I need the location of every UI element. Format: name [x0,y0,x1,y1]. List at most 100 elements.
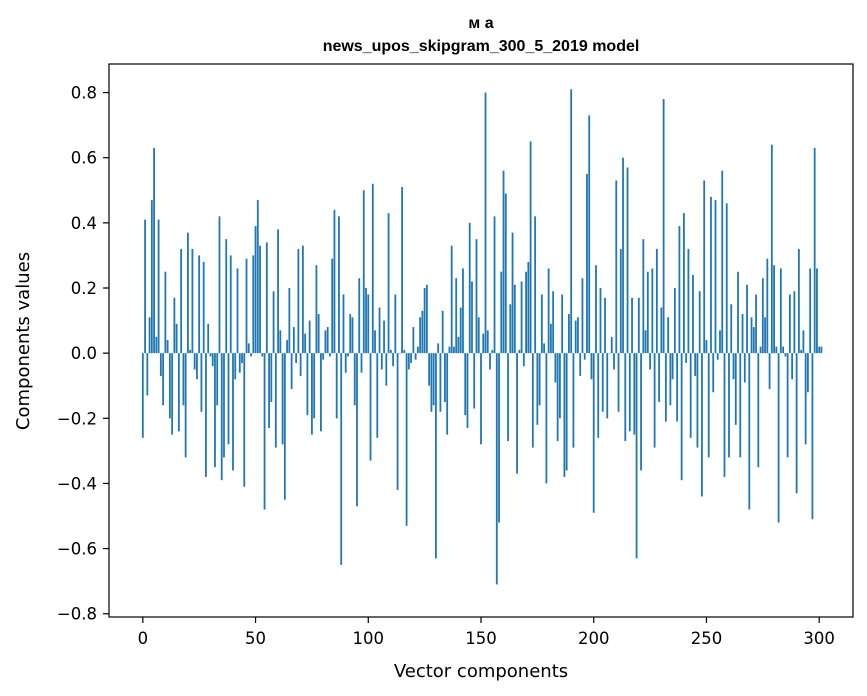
y-tick-label: −0.6 [57,540,97,559]
bar-component-195 [581,278,584,354]
bar-component-268 [746,284,748,354]
bar-component-192 [574,320,577,354]
bar-component-290 [795,353,798,494]
y-tick-label: 0.4 [71,214,97,233]
bar-component-140 [457,336,460,354]
bar-component-106 [380,353,383,370]
bar-component-296 [809,268,812,354]
bar-component-116 [403,349,406,354]
bar-component-94 [353,353,356,406]
y-axis-ticks: 0.8 0.6 0.4 0.2 0.0 −0.2 −0.4 −0.6 −0.8 [57,84,109,624]
bar-component-121 [414,353,417,360]
bar-component-105 [378,307,381,354]
bar-component-64 [286,340,289,354]
bar-component-13 [171,353,174,435]
bar-component-155 [491,349,494,354]
bar-component-208 [610,336,613,354]
bar-component-193 [577,317,579,354]
bar-component-33 [216,353,219,406]
bar-component-6 [155,336,158,354]
bar-component-45 [243,353,246,487]
bar-component-220 [637,297,640,354]
bar-component-231 [662,99,665,354]
bar-component-200 [592,353,595,513]
bar-component-280 [773,265,775,354]
bar-component-250 [705,340,708,354]
bar-component-30 [209,353,212,357]
bar-component-47 [247,343,250,354]
bar-component-109 [387,213,390,354]
bar-component-248 [701,353,703,497]
bar-component-258 [723,353,726,477]
bar-component-209 [613,353,615,370]
bar-component-162 [507,353,509,442]
bar-component-5 [153,147,155,354]
bar-component-186 [561,294,564,354]
bar-component-277 [766,258,769,354]
bar-component-3 [148,317,151,354]
bar-component-100 [367,294,370,354]
bar-component-270 [750,317,753,354]
bar-component-233 [667,317,670,354]
bar-component-101 [369,353,372,461]
bar-component-65 [288,288,291,354]
bar-component-267 [743,353,746,383]
x-tick-label: 100 [353,629,385,648]
bar-component-110 [389,349,392,354]
bar-component-58 [272,291,275,354]
bar-component-197 [586,174,588,354]
bar-component-190 [570,89,573,354]
bar-component-112 [394,294,397,354]
bar-component-176 [538,353,541,406]
bar-component-291 [797,248,800,354]
bar-component-203 [599,288,602,354]
bar-component-9 [162,353,165,406]
bar-component-103 [374,330,376,354]
chart-title-line1: м а [468,15,493,32]
bar-component-44 [241,353,243,363]
bar-component-222 [642,239,645,354]
bar-component-76 [313,353,316,419]
bar-component-57 [270,353,273,403]
bar-component-158 [498,353,500,523]
bar-component-189 [568,314,570,354]
bar-component-232 [664,353,667,422]
x-axis-label: Vector components [394,661,568,682]
bar-component-202 [597,353,600,438]
bar-component-279 [770,144,773,354]
bar-component-91 [347,353,349,357]
bar-component-160 [502,170,505,354]
bar-component-163 [509,304,512,354]
bar-component-148 [475,239,478,354]
bar-component-147 [473,353,476,409]
bar-component-164 [511,232,514,354]
bar-component-204 [601,353,604,412]
bar-component-37 [225,239,228,354]
bar-component-119 [410,353,413,363]
bar-component-229 [658,353,661,403]
bar-component-282 [777,353,780,523]
bar-component-169 [522,353,525,367]
bar-component-198 [588,115,591,354]
bar-component-273 [757,353,760,468]
bar-component-85 [333,209,336,354]
bar-component-81 [324,330,327,354]
bar-component-191 [572,353,575,448]
bar-component-4 [150,200,153,354]
bar-component-216 [628,353,631,432]
bar-component-122 [416,346,419,354]
bar-component-246 [696,353,699,448]
bar-component-102 [371,183,374,354]
bar-component-82 [326,327,329,354]
bar-component-24 [196,353,198,380]
bar-component-218 [633,353,636,435]
bar-component-132 [439,353,442,412]
y-tick-label: −0.4 [57,474,97,493]
bar-component-60 [277,229,279,354]
bar-component-179 [545,353,548,484]
bar-component-71 [301,245,304,354]
bar-component-182 [552,291,555,354]
bar-component-156 [493,216,496,354]
bar-component-10 [164,271,167,354]
bar-component-187 [563,353,566,477]
